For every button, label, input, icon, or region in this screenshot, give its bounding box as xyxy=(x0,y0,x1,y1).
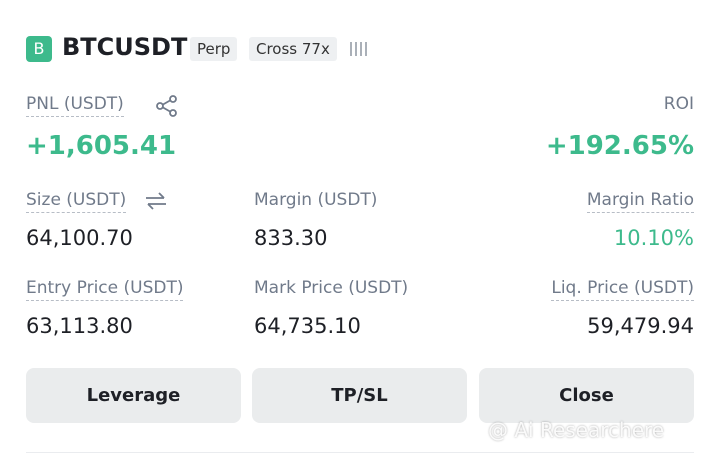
field-label: Size (USDT) xyxy=(26,190,127,213)
tag: Cross 77x xyxy=(249,37,337,61)
symbol-badge: B xyxy=(26,36,52,62)
watermark: @ Ai Researchere xyxy=(488,418,665,442)
share-icon[interactable] xyxy=(155,94,179,118)
field-value: 64,100.70 xyxy=(26,226,133,250)
field-value: 63,113.80 xyxy=(26,314,133,338)
field-label: Margin Ratio xyxy=(586,190,694,213)
roi-label: ROI xyxy=(663,94,694,114)
pnl-value: +1,605.41 xyxy=(26,131,177,161)
divider xyxy=(26,452,694,453)
roi-value: +192.65% xyxy=(545,131,694,161)
field-label: Liq. Price (USDT) xyxy=(551,278,694,301)
field-label: Entry Price (USDT) xyxy=(26,278,184,301)
swap-icon[interactable] xyxy=(144,191,168,211)
field-value: 833.30 xyxy=(254,226,328,250)
tpsl-button[interactable]: TP/SL xyxy=(252,368,467,423)
leverage-button[interactable]: Leverage xyxy=(26,368,241,423)
field-label: Margin (USDT) xyxy=(254,190,378,210)
close-button[interactable]: Close xyxy=(479,368,694,423)
field-value: 10.10% xyxy=(613,226,694,250)
signal-icon xyxy=(350,42,367,56)
tag: Perp xyxy=(190,37,238,61)
pnl-label: PNL (USDT) xyxy=(26,94,124,117)
symbol: BTCUSDT xyxy=(62,33,188,61)
field-label: Mark Price (USDT) xyxy=(254,278,409,298)
field-value: 64,735.10 xyxy=(254,314,361,338)
field-value: 59,479.94 xyxy=(587,314,694,338)
